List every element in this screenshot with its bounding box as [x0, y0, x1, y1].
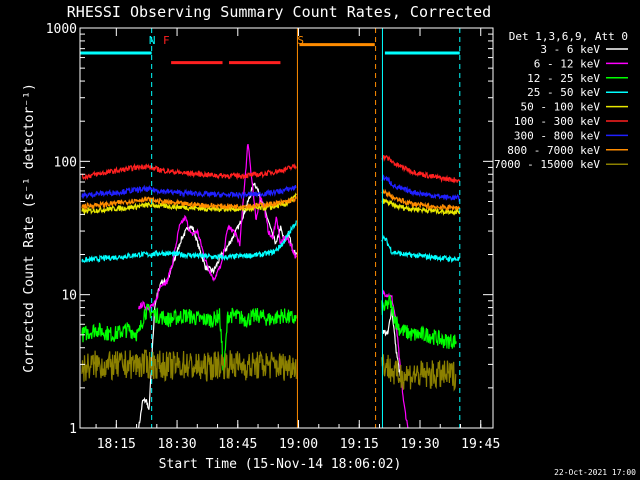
legend-label-4: 50 - 100 keV	[521, 101, 601, 114]
x-tick-label: 19:00	[279, 437, 318, 452]
legend-label-0: 3 - 6 keV	[540, 43, 600, 56]
plot-frame	[79, 27, 494, 429]
legend-header: Det 1,3,6,9, Att 0	[509, 30, 628, 43]
x-tick-label: 19:45	[461, 437, 500, 452]
legend-label-2: 12 - 25 keV	[527, 72, 600, 85]
series-line-3	[81, 220, 461, 264]
y-tick-label: 1	[69, 422, 77, 437]
chart-title: RHESSI Observing Summary Count Rates, Co…	[67, 3, 491, 21]
series-line-5	[81, 155, 461, 184]
series-line-8	[81, 349, 457, 392]
series-line-2	[81, 295, 457, 374]
marker-label-2: S	[297, 34, 304, 47]
x-tick-label: 18:45	[218, 437, 257, 452]
y-tick-label: 100	[54, 155, 77, 170]
series-line-7	[81, 188, 461, 212]
x-tick-label: 18:30	[157, 437, 196, 452]
series-line-4	[81, 192, 461, 216]
legend-label-1: 6 - 12 keV	[534, 57, 601, 70]
series-line-1	[138, 143, 409, 429]
legend-label-5: 100 - 300 keV	[514, 115, 600, 128]
legend-label-8: 7000 - 15000 keV	[494, 158, 600, 171]
y-tick-label: 10	[61, 289, 77, 304]
legend-label-3: 25 - 50 keV	[527, 86, 600, 99]
x-tick-label: 18:15	[97, 437, 136, 452]
marker-label-0: N	[149, 34, 156, 47]
y-axis-label: Corrected Count Rate (s⁻¹ detector⁻¹)	[22, 83, 37, 373]
y-tick-label: 1000	[46, 22, 77, 37]
x-axis-label: Start Time (15-Nov-14 18:06:02)	[159, 457, 402, 472]
x-tick-label: 19:30	[400, 437, 439, 452]
x-tick-label: 19:15	[340, 437, 379, 452]
marker-label-1: F	[163, 34, 170, 47]
timestamp-stamp: 22-Oct-2021 17:00	[554, 468, 636, 477]
legend-label-7: 800 - 7000 keV	[507, 144, 600, 157]
legend-label-6: 300 - 800 keV	[514, 129, 600, 142]
axes: 18:15 18:30 18:45 19:00 19:15 19:30 19:45 1 10 10…	[46, 22, 501, 452]
series-line-6	[81, 174, 461, 203]
